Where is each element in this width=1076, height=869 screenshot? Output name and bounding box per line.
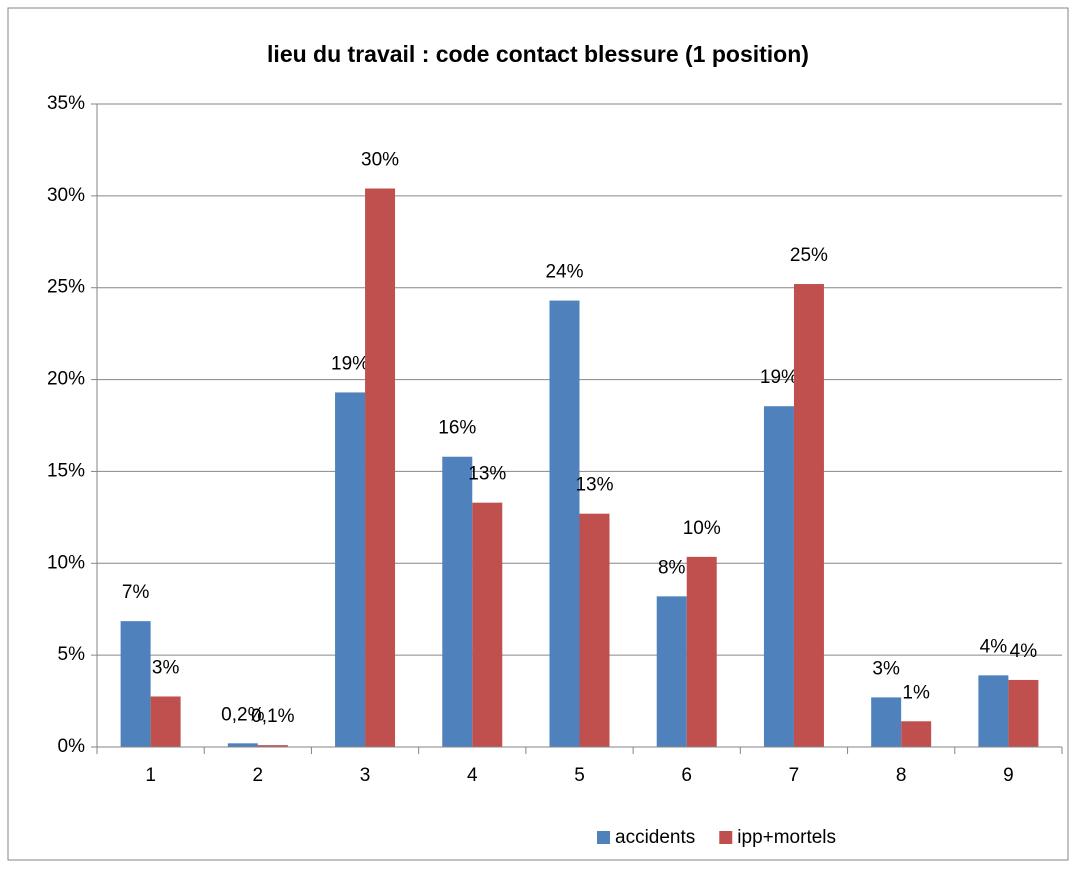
x-tick-label: 5 <box>574 765 585 786</box>
x-tick-label: 9 <box>1003 765 1014 786</box>
value-label: 25% <box>790 245 828 266</box>
x-tick-label: 6 <box>681 765 692 786</box>
bar <box>442 456 473 747</box>
value-label: 0,1% <box>251 706 294 727</box>
value-label: 4% <box>980 636 1008 657</box>
legend-label: accidents <box>615 827 695 848</box>
bar <box>579 513 610 747</box>
y-tick-label: 0% <box>58 736 86 757</box>
y-tick-label: 5% <box>58 644 86 665</box>
bar <box>120 621 151 747</box>
x-tick-label: 3 <box>360 765 371 786</box>
y-tick-label: 25% <box>47 277 85 298</box>
chart-title: lieu du travail : code contact blessure … <box>267 41 809 67</box>
bar <box>978 675 1009 747</box>
x-tick-label: 4 <box>467 765 478 786</box>
bar <box>793 284 824 747</box>
x-tick-label: 1 <box>145 765 156 786</box>
value-label: 16% <box>438 418 476 439</box>
bar <box>656 596 687 747</box>
legend-swatch <box>719 831 733 844</box>
x-tick-label: 8 <box>896 765 907 786</box>
y-tick-label: 35% <box>47 93 85 114</box>
value-label: 8% <box>658 557 686 578</box>
value-label: 19% <box>760 367 798 388</box>
y-tick-label: 30% <box>47 185 85 206</box>
y-tick-label: 10% <box>47 552 85 573</box>
y-tick-label: 15% <box>47 460 85 481</box>
bar <box>1008 679 1039 747</box>
bar <box>871 697 902 747</box>
value-label: 13% <box>575 475 613 496</box>
value-label: 19% <box>331 353 369 374</box>
x-tick-label: 2 <box>253 765 264 786</box>
bar <box>686 556 717 747</box>
value-label: 30% <box>361 150 399 171</box>
bar <box>472 502 503 747</box>
legend-label: ipp+mortels <box>737 827 836 848</box>
x-tick-label: 7 <box>789 765 800 786</box>
value-label: 4% <box>1010 641 1038 662</box>
value-label: 24% <box>545 262 583 283</box>
legend-swatch <box>597 831 610 844</box>
value-label: 1% <box>902 682 930 703</box>
bar <box>763 406 794 747</box>
bar <box>335 392 366 747</box>
bar <box>365 188 396 748</box>
value-label: 3% <box>152 657 180 678</box>
y-tick-label: 20% <box>47 369 85 390</box>
bar <box>549 300 580 747</box>
bar <box>227 743 258 747</box>
value-label: 10% <box>683 518 721 539</box>
value-label: 13% <box>468 464 506 485</box>
value-label: 0,2% <box>221 704 264 725</box>
bar <box>901 721 932 747</box>
bar <box>257 745 288 747</box>
value-label: 7% <box>122 582 150 603</box>
bar <box>150 696 181 747</box>
value-label: 3% <box>872 658 900 679</box>
